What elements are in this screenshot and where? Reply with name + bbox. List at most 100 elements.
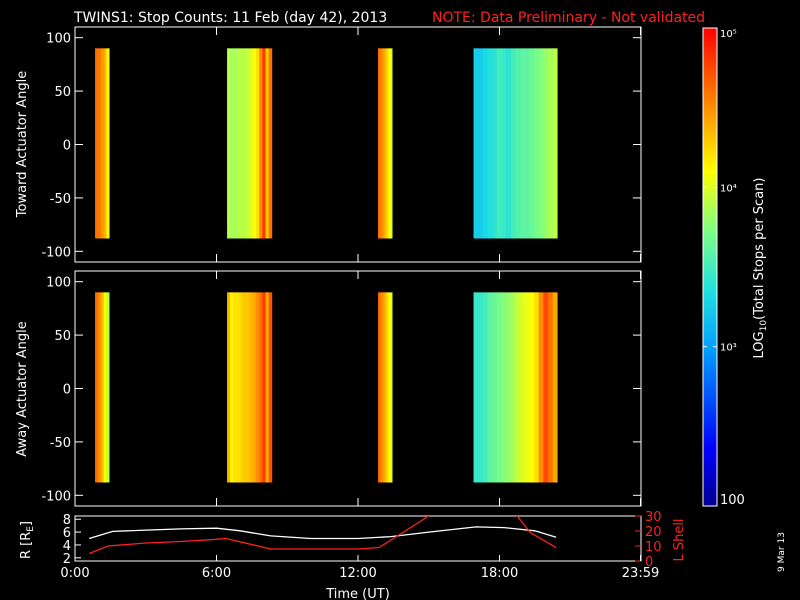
away-panel-segment-1-column-12 <box>265 292 270 483</box>
away-panel-segment-3-column-8 <box>510 292 516 483</box>
away-panel-segment-2-column-4 <box>385 292 388 483</box>
orbit-left-ylabel-end: ] <box>19 521 34 526</box>
away-axes: -100 -50 0 50 100 <box>41 271 642 506</box>
toward-panel-segment-3-column-9 <box>515 48 521 239</box>
away-panel-segment-0-column-5 <box>103 292 106 483</box>
toward-panel-segment-3-column-4 <box>492 48 498 239</box>
toward-panel-segment-0-column-6 <box>105 48 108 239</box>
away-panel-segment-0-column-1 <box>96 292 99 483</box>
away-panel-ytick-label-3: 50 <box>54 329 71 344</box>
away-panel-segment-1-column-1 <box>230 292 234 483</box>
away-panel-ytick-label-0: -100 <box>41 489 71 504</box>
toward-panel-segment-2-column-2 <box>381 48 384 239</box>
away-panel-segment-0-column-3 <box>100 292 103 483</box>
away-panel-segment-1-column-5 <box>243 292 247 483</box>
colorbar-label-sub: 10 <box>759 320 769 332</box>
toward-panel-segment-1-column-1 <box>230 48 234 239</box>
orbit-left-ylabel-sub: E <box>26 526 36 532</box>
away-panel-segment-1-column-3 <box>236 292 241 483</box>
toward-panel-ytick-label-3: 50 <box>54 85 71 100</box>
toward-panel-segment-1-column-2 <box>233 48 238 239</box>
orbit-left-ylabel: R [RE] <box>19 521 36 559</box>
away-panel-segment-3-column-4 <box>492 292 498 483</box>
orbit-left-tick-label-0: 2 <box>63 552 71 567</box>
away-panel-segment-1-column-2 <box>233 292 238 483</box>
away-panel-segment-2-column-3 <box>383 292 386 483</box>
toward-panel-segment-1-column-4 <box>239 48 244 239</box>
away-panel-ytick-label-2: 0 <box>63 383 71 398</box>
toward-panel-segment-3-column-16 <box>547 48 553 239</box>
away-panel-segment-3-column-15 <box>543 292 549 483</box>
toward-panel-segment-1-column-11 <box>262 48 266 239</box>
away-angle-panel: -100 -50 0 50 100 Away Actuator Angle <box>15 270 642 507</box>
toward-panel-ytick-label-4: 100 <box>46 32 71 47</box>
away-panel-segment-3-column-12 <box>529 292 535 483</box>
toward-panel-segment-0-column-3 <box>100 48 103 239</box>
toward-panel-segment-2-column-6 <box>388 48 391 239</box>
away-ylabel: Away Actuator Angle <box>15 321 30 456</box>
toward-panel-segment-1-column-7 <box>249 48 254 239</box>
toward-panel-segment-1-column-13 <box>268 48 273 239</box>
time-tick-label-4: 23:59 <box>622 566 659 581</box>
colorbar-tick-label-0: 100 <box>720 493 745 508</box>
orbit-lines <box>88 516 557 555</box>
date-stamp: 9 Mar 13 <box>777 532 787 572</box>
away-panel-segment-3-column-1 <box>478 292 484 483</box>
away-heatmap <box>95 292 558 483</box>
orbit-right-tick-label-0: 0 <box>645 555 653 570</box>
toward-panel-segment-2-column-5 <box>386 48 389 239</box>
toward-panel-segment-3-column-6 <box>501 48 507 239</box>
toward-ylabel: Toward Actuator Angle <box>15 71 30 218</box>
orbit-left-tick-label-1: 4 <box>63 539 71 554</box>
away-panel-segment-3-column-9 <box>515 292 521 483</box>
away-panel-segment-3-edge <box>473 292 478 483</box>
toward-panel-segment-3-column-13 <box>534 48 539 239</box>
toward-panel-segment-3-column-15 <box>543 48 549 239</box>
away-panel-segment-3-column-7 <box>506 292 512 483</box>
toward-panel-ytick-label-0: -100 <box>41 245 71 260</box>
away-panel-segment-1-column-6 <box>246 292 250 483</box>
away-panel-segment-3-column-2 <box>482 292 488 483</box>
away-panel-segment-1-column-4 <box>239 292 244 483</box>
toward-panel-segment-3-column-11 <box>524 48 530 239</box>
time-tick-label-0: 0:00 <box>60 566 89 581</box>
toward-panel-segment-0-column-2 <box>98 48 101 239</box>
colorbar-tick-label-3: 10⁵ <box>720 29 737 40</box>
toward-panel-segment-1-column-9 <box>255 48 260 239</box>
toward-panel-segment-1-column-3 <box>236 48 241 239</box>
away-panel-segment-1-edge <box>227 292 230 483</box>
away-panel-segment-1-column-11 <box>262 292 266 483</box>
away-panel-segment-0-column-6 <box>105 292 108 483</box>
toward-panel-segment-2-column-7 <box>390 48 393 239</box>
toward-panel-segment-3-column-17 <box>552 48 558 239</box>
away-panel-segment-3-column-13 <box>534 292 539 483</box>
toward-angle-panel: -100 -50 0 50 100 Toward Actuator Angle <box>15 26 642 263</box>
away-panel-segment-3-column-17 <box>552 292 558 483</box>
toward-panel-segment-2-edge <box>378 48 380 239</box>
away-panel-segment-0-column-7 <box>107 292 110 483</box>
toward-panel-segment-3-column-14 <box>538 48 544 239</box>
time-tick-label-2: 12:00 <box>339 566 376 581</box>
away-panel-segment-3-column-5 <box>496 292 502 483</box>
figure-title: TWINS1: Stop Counts: 11 Feb (day 42), 20… <box>73 10 387 26</box>
away-panel-segment-2-column-1 <box>379 292 382 483</box>
away-panel-segment-0-column-2 <box>98 292 101 483</box>
toward-panel-segment-2-column-1 <box>379 48 382 239</box>
away-panel-ytick-label-1: -50 <box>50 436 71 451</box>
toward-panel-segment-0-column-7 <box>107 48 110 239</box>
away-panel-segment-0-column-4 <box>102 292 105 483</box>
toward-panel-segment-0-edge <box>95 48 97 239</box>
toward-panel-ytick-label-2: 0 <box>63 139 71 154</box>
away-panel-segment-2-column-2 <box>381 292 384 483</box>
toward-panel-segment-3-edge <box>473 48 478 239</box>
toward-panel-segment-1-column-12 <box>265 48 270 239</box>
toward-panel-segment-3-column-7 <box>506 48 512 239</box>
preliminary-note: NOTE: Data Preliminary - Not validated <box>432 10 705 26</box>
away-panel-segment-3-column-10 <box>520 292 526 483</box>
colorbar: 100 10³ 10⁴ 10⁵ LOG10(Total Stops per Scan) <box>702 27 769 508</box>
away-panel-segment-0-edge <box>95 292 97 483</box>
toward-panel-segment-3-column-5 <box>496 48 502 239</box>
